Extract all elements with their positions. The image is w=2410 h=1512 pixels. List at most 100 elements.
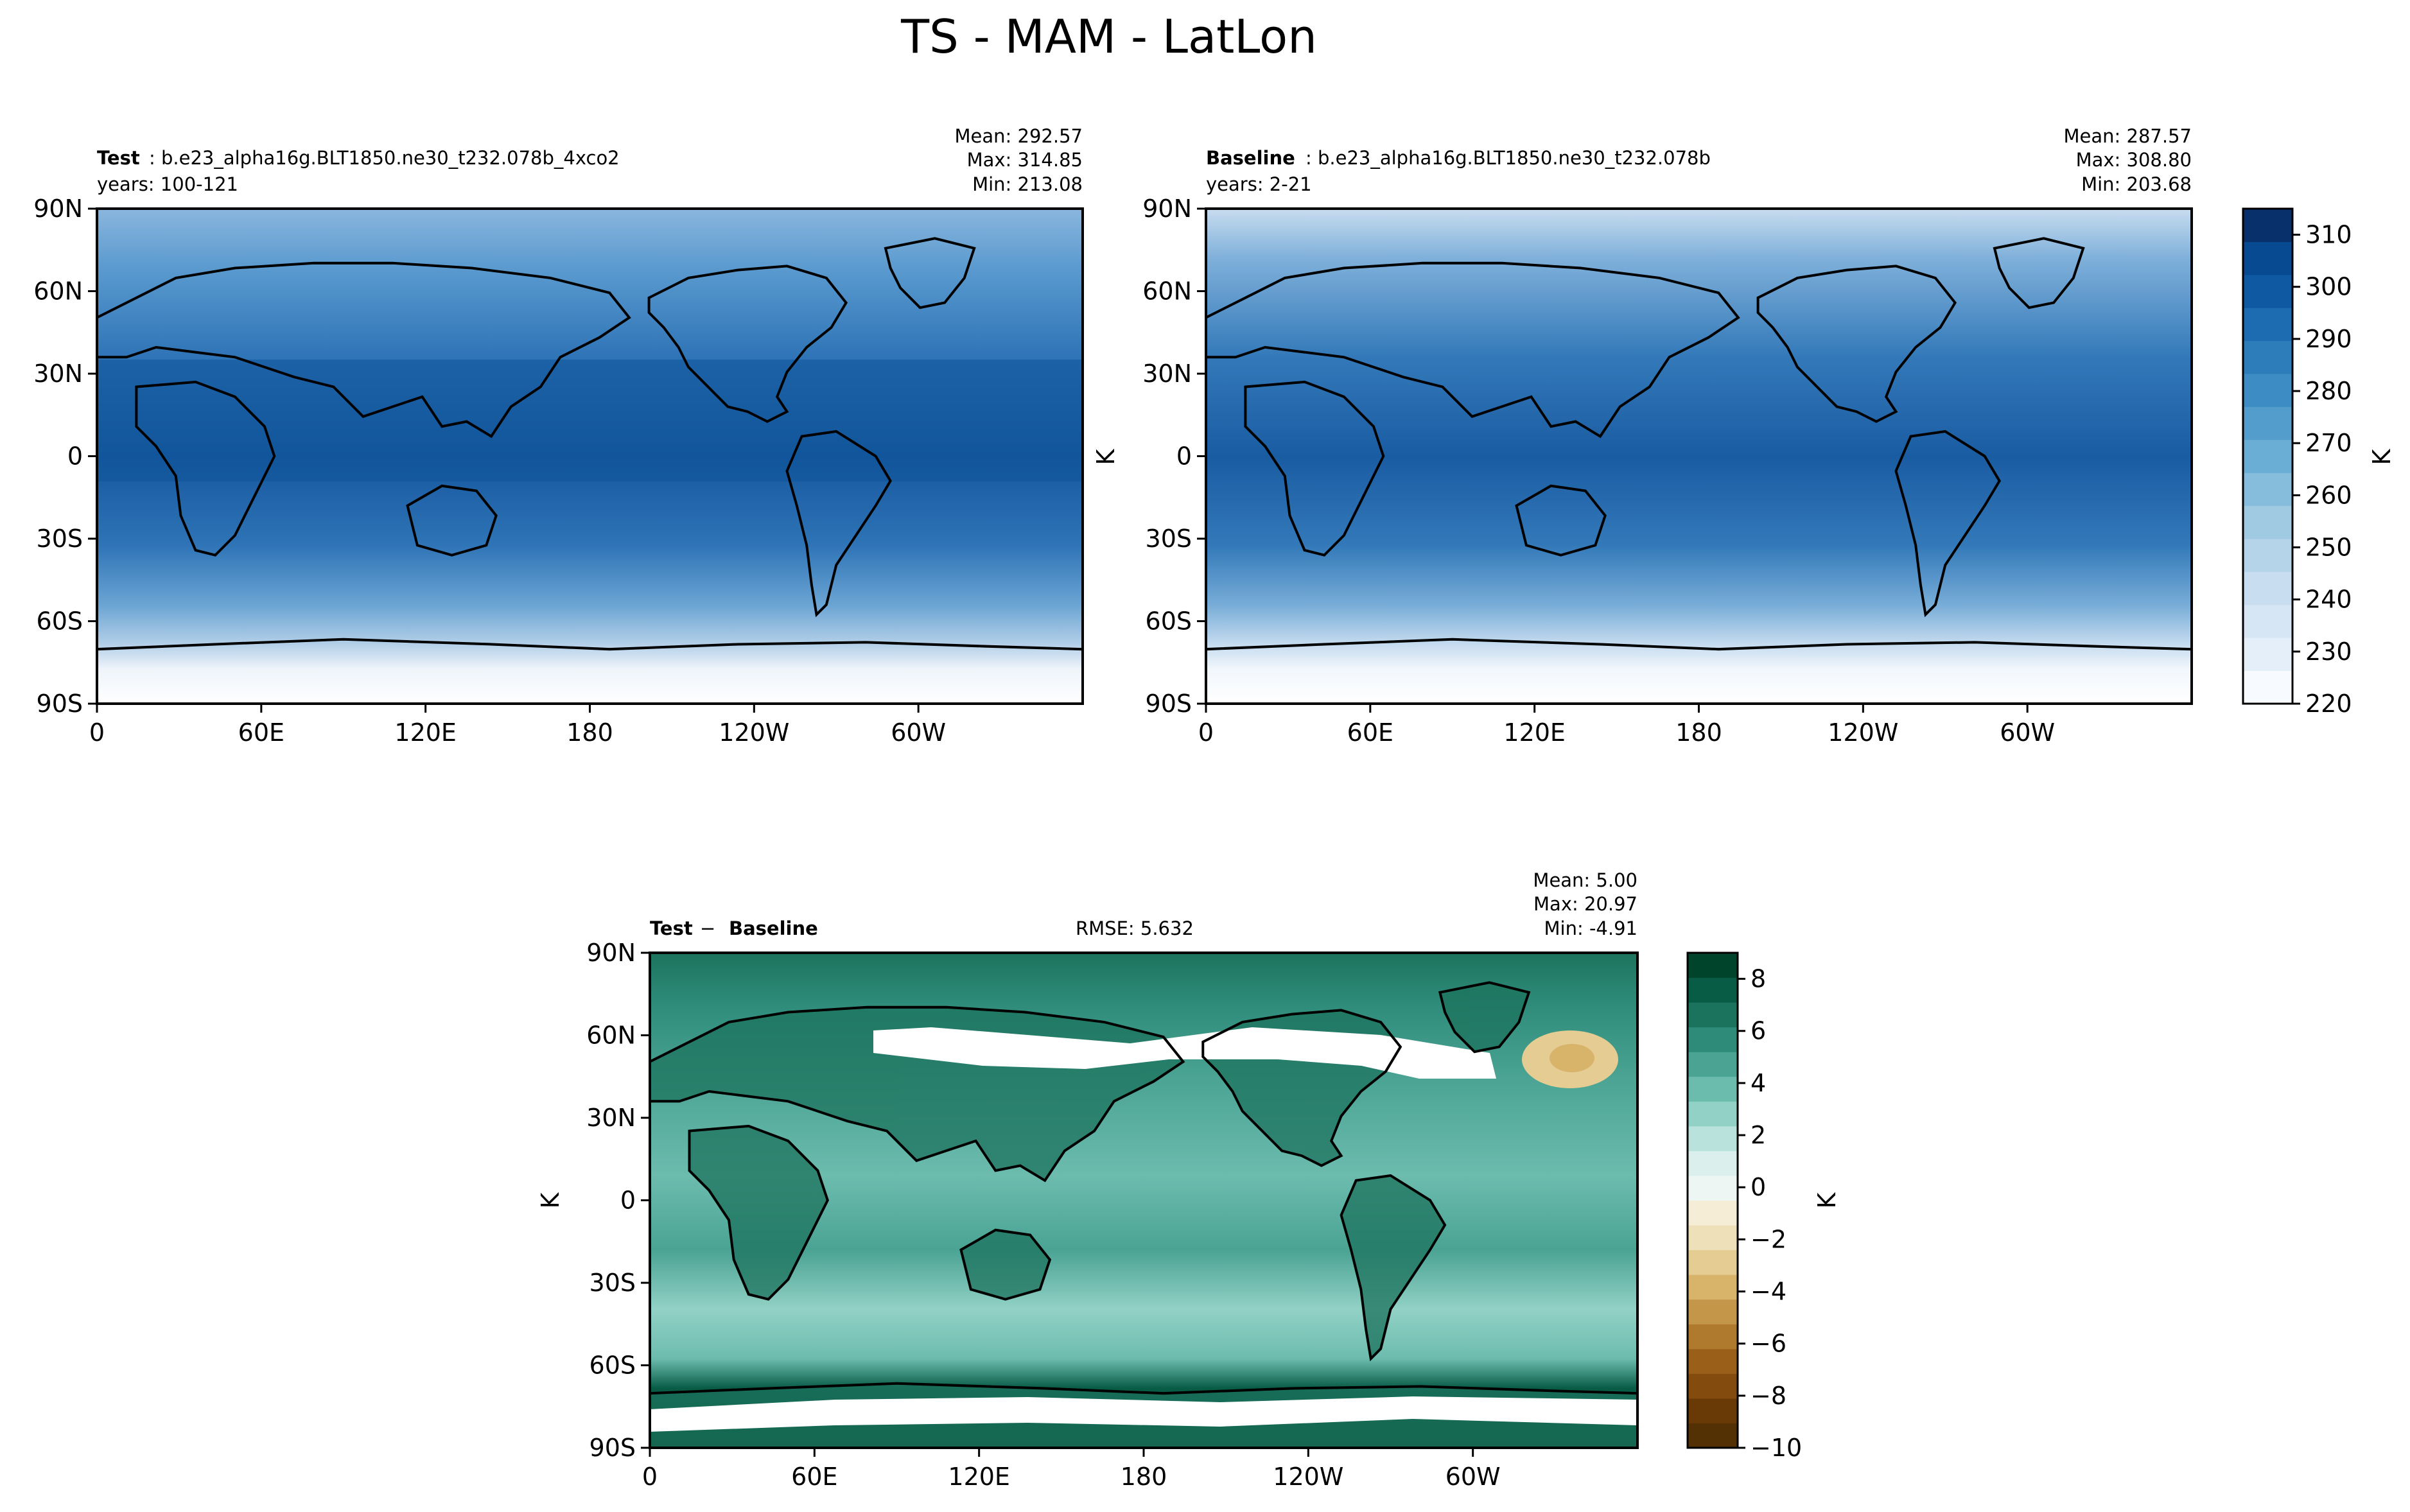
test-panel: Test : b.e23_alpha16g.BLT1850.ne30_t232.… (33, 125, 1083, 747)
colorbar-tick-label: 310 (2305, 221, 2352, 249)
colorbar-step (2243, 473, 2292, 507)
colorbar-step (2243, 374, 2292, 407)
diff-xtick-label: 60W (1445, 1463, 1501, 1491)
test-ytick-label: 30N (33, 360, 83, 388)
main-colorbar-steps (2243, 209, 2292, 704)
colorbar-tick-label: −4 (1751, 1278, 1786, 1306)
baseline-ytick-label: 90S (1146, 690, 1192, 718)
diff-stat-max: Max: 20.97 (1533, 893, 1637, 915)
baseline-ytick-label: 30N (1142, 360, 1192, 388)
diff-xtick-label: 180 (1121, 1463, 1167, 1491)
baseline-xtick-label: 180 (1675, 718, 1722, 747)
baseline-map-field (1206, 209, 2192, 704)
colorbar-step (2243, 638, 2292, 672)
diff-ytick-label: 0 (620, 1186, 636, 1215)
colorbar-tick-label: 220 (2305, 690, 2352, 718)
baseline-stat-min: Min: 203.68 (2081, 173, 2192, 195)
diff-xtick-label: 0 (642, 1463, 658, 1491)
diff-ytick-label: 60N (586, 1021, 636, 1050)
baseline-ytick-label: 60N (1142, 277, 1192, 306)
figure-title: TS - MAM - LatLon (900, 10, 1317, 64)
baseline-stat-mean: Mean: 287.57 (2064, 125, 2192, 147)
colorbar-step (2243, 439, 2292, 473)
colorbar-step (2243, 274, 2292, 308)
diff-ytick-label: 90S (589, 1434, 636, 1462)
diff-colorbar-ticks: 8 6 4 2 0 −2 −4 −6 −8 −10 (1738, 965, 1802, 1462)
diff-ytick-label: 30N (586, 1104, 636, 1132)
colorbar-tick-label: −8 (1751, 1382, 1786, 1410)
baseline-xtick-label: 120E (1503, 718, 1566, 747)
test-ytick-label: 30S (37, 525, 83, 553)
diff-title-sep: − (700, 917, 715, 939)
colorbar-step (1688, 1002, 1738, 1028)
diff-colorbar-label: K (1813, 1192, 1841, 1208)
colorbar-tick-label: 4 (1751, 1069, 1766, 1097)
colorbar-step (1688, 1299, 1738, 1325)
test-stat-min: Min: 213.08 (972, 173, 1083, 195)
main-colorbar: 310 300 290 280 270 260 250 240 230 220 K (2242, 207, 2396, 718)
test-xtick-label: 120W (719, 718, 789, 747)
test-tropical-band (97, 360, 1083, 482)
diff-rmse: RMSE: 5.632 (1076, 917, 1194, 939)
colorbar-step (1688, 953, 1738, 978)
colorbar-step (1688, 1274, 1738, 1300)
test-years: years: 100-121 (97, 173, 238, 195)
colorbar-tick-label: −10 (1751, 1434, 1802, 1462)
main-colorbar-frame (2242, 207, 2294, 705)
colorbar-step (1688, 1249, 1738, 1275)
colorbar-tick-label: 2 (1751, 1121, 1766, 1149)
baseline-ytick-label: 60S (1146, 607, 1192, 636)
baseline-ylabel: K (1092, 448, 1120, 465)
colorbar-tick-label: 250 (2305, 534, 2352, 562)
diff-ylabel: K (536, 1192, 564, 1208)
diff-title-a: Test (650, 917, 693, 939)
colorbar-tick-label: 260 (2305, 481, 2352, 509)
colorbar-step (1688, 1373, 1738, 1399)
colorbar-step (1688, 1151, 1738, 1176)
colorbar-tick-label: −6 (1751, 1330, 1786, 1358)
colorbar-step (2243, 241, 2292, 275)
diff-stat-mean: Mean: 5.00 (1533, 869, 1637, 891)
difference-panel: Test − Baseline RMSE: 5.632 Mean: 5.00 M… (536, 869, 1637, 1491)
diff-stat-min: Min: -4.91 (1544, 917, 1637, 939)
test-stat-max: Max: 314.85 (967, 149, 1083, 171)
test-xtick-label: 180 (566, 718, 613, 747)
colorbar-step (1688, 1324, 1738, 1350)
colorbar-step (1688, 1175, 1738, 1201)
main-colorbar-ticks: 310 300 290 280 270 260 250 240 230 220 (2292, 221, 2352, 718)
colorbar-step (2243, 604, 2292, 638)
colorbar-tick-label: 270 (2305, 429, 2352, 457)
colorbar-tick-label: −2 (1751, 1225, 1786, 1253)
test-ytick-label: 90N (33, 195, 83, 223)
colorbar-step (2243, 406, 2292, 440)
colorbar-step (2243, 571, 2292, 605)
colorbar-step (1688, 1027, 1738, 1052)
colorbar-step (1688, 977, 1738, 1003)
test-title-bold: Test (97, 147, 140, 169)
test-ytick-label: 60S (37, 607, 83, 636)
test-xtick-label: 60W (891, 718, 946, 747)
baseline-ytick-label: 30S (1146, 525, 1192, 553)
colorbar-step (2243, 209, 2292, 242)
test-ytick-label: 90S (37, 690, 83, 718)
diff-xtick-label: 120E (948, 1463, 1010, 1491)
baseline-xtick-label: 120W (1828, 718, 1898, 747)
baseline-xtick-label: 60E (1347, 718, 1393, 747)
colorbar-step (1688, 1125, 1738, 1151)
colorbar-tick-label: 280 (2305, 377, 2352, 405)
baseline-title-case: : b.e23_alpha16g.BLT1850.ne30_t232.078b (1305, 147, 1711, 169)
main-colorbar-label: K (2368, 448, 2396, 465)
diff-title-b: Baseline (729, 917, 818, 939)
colorbar-step (1688, 1101, 1738, 1127)
diff-arctic-white (873, 1027, 1496, 1079)
test-xtick-label: 0 (89, 718, 105, 747)
diff-ytick-label: 60S (589, 1351, 636, 1380)
colorbar-step (1688, 1348, 1738, 1374)
baseline-years: years: 2-21 (1206, 173, 1312, 195)
baseline-panel: Baseline : b.e23_alpha16g.BLT1850.ne30_t… (1092, 125, 2192, 747)
baseline-xtick-label: 60W (2000, 718, 2055, 747)
test-ytick-label: 60N (33, 277, 83, 306)
diff-antarctic-white (650, 1396, 1637, 1432)
baseline-xtick-label: 0 (1198, 718, 1214, 747)
